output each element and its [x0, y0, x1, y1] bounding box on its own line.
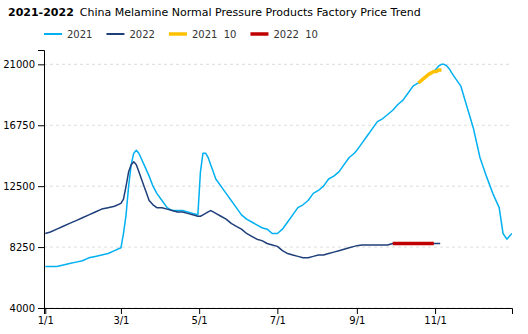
y-axis: 4000 8250 12500 16750 21000	[3, 51, 44, 314]
series-line	[393, 242, 434, 246]
legend: 2021 2022 2021 10 2022 10	[44, 29, 318, 40]
tick: 3/1	[113, 308, 129, 326]
grid-line	[44, 125, 512, 126]
plot-area: 1/1 3/1 5/1 7/1 9/1 11/1 4000 8250 12500 16750 210…	[3, 51, 512, 327]
tick-mark	[45, 308, 46, 314]
legend-label: 2021 10	[192, 29, 237, 40]
tick-label: 4000	[10, 303, 35, 314]
tick-mark	[38, 186, 44, 187]
legend-label: 2022	[129, 29, 154, 40]
tick-label: 21000	[3, 59, 35, 70]
tick-label: 9/1	[349, 315, 365, 326]
axis-line	[38, 51, 45, 309]
legend-item: 2021	[44, 29, 92, 40]
tick-label: 12500	[3, 181, 35, 192]
axis-line	[45, 309, 513, 315]
tick-label: 3/1	[113, 315, 129, 326]
tick-label: 11/1	[424, 315, 446, 326]
tick-label: 5/1	[192, 315, 208, 326]
legend-swatch	[169, 32, 187, 36]
tick: 11/1	[424, 308, 446, 326]
tick-mark	[357, 308, 358, 314]
legend-swatch	[44, 33, 62, 35]
tick: 12500	[3, 181, 44, 192]
chart: 2021-2022 China Melamine Normal Pressure …	[0, 0, 528, 334]
tick-mark	[199, 308, 200, 314]
tick: 4000	[10, 303, 44, 314]
subtitle: China Melamine Normal Pressure Products …	[80, 6, 421, 19]
legend-swatch	[250, 32, 268, 36]
tick: 1/1	[38, 308, 54, 326]
tick: 9/1	[349, 308, 365, 326]
series-line	[418, 70, 441, 83]
tick-mark	[38, 247, 44, 248]
tick-label: 1/1	[38, 315, 54, 326]
legend-swatch	[106, 33, 124, 35]
tick-label: 16750	[3, 120, 35, 131]
tick-mark	[435, 308, 436, 314]
lines	[45, 64, 512, 266]
tick: 5/1	[192, 308, 208, 326]
tick: 8250	[10, 242, 44, 253]
tick: 16750	[3, 120, 44, 131]
tick-mark	[121, 308, 122, 314]
tick-mark	[38, 64, 44, 65]
legend-item: 2021 10	[169, 29, 237, 40]
title: 2021-2022	[8, 6, 74, 19]
tick-mark	[277, 308, 278, 314]
series-line	[45, 64, 512, 266]
legend-label: 2022 10	[273, 29, 318, 40]
x-axis: 1/1 3/1 5/1 7/1 9/1 11/1	[38, 308, 513, 326]
grid	[44, 64, 512, 308]
tick-label: 7/1	[270, 315, 286, 326]
tick: 21000	[3, 59, 44, 70]
tick-mark	[38, 125, 44, 126]
legend-label: 2021	[67, 29, 92, 40]
legend-item: 2022	[106, 29, 154, 40]
tick: 7/1	[270, 308, 286, 326]
tick-label: 8250	[10, 242, 35, 253]
series-line	[45, 162, 440, 258]
legend-item: 2022 10	[250, 29, 318, 40]
tick-mark	[38, 308, 44, 309]
grid-line	[44, 186, 512, 187]
